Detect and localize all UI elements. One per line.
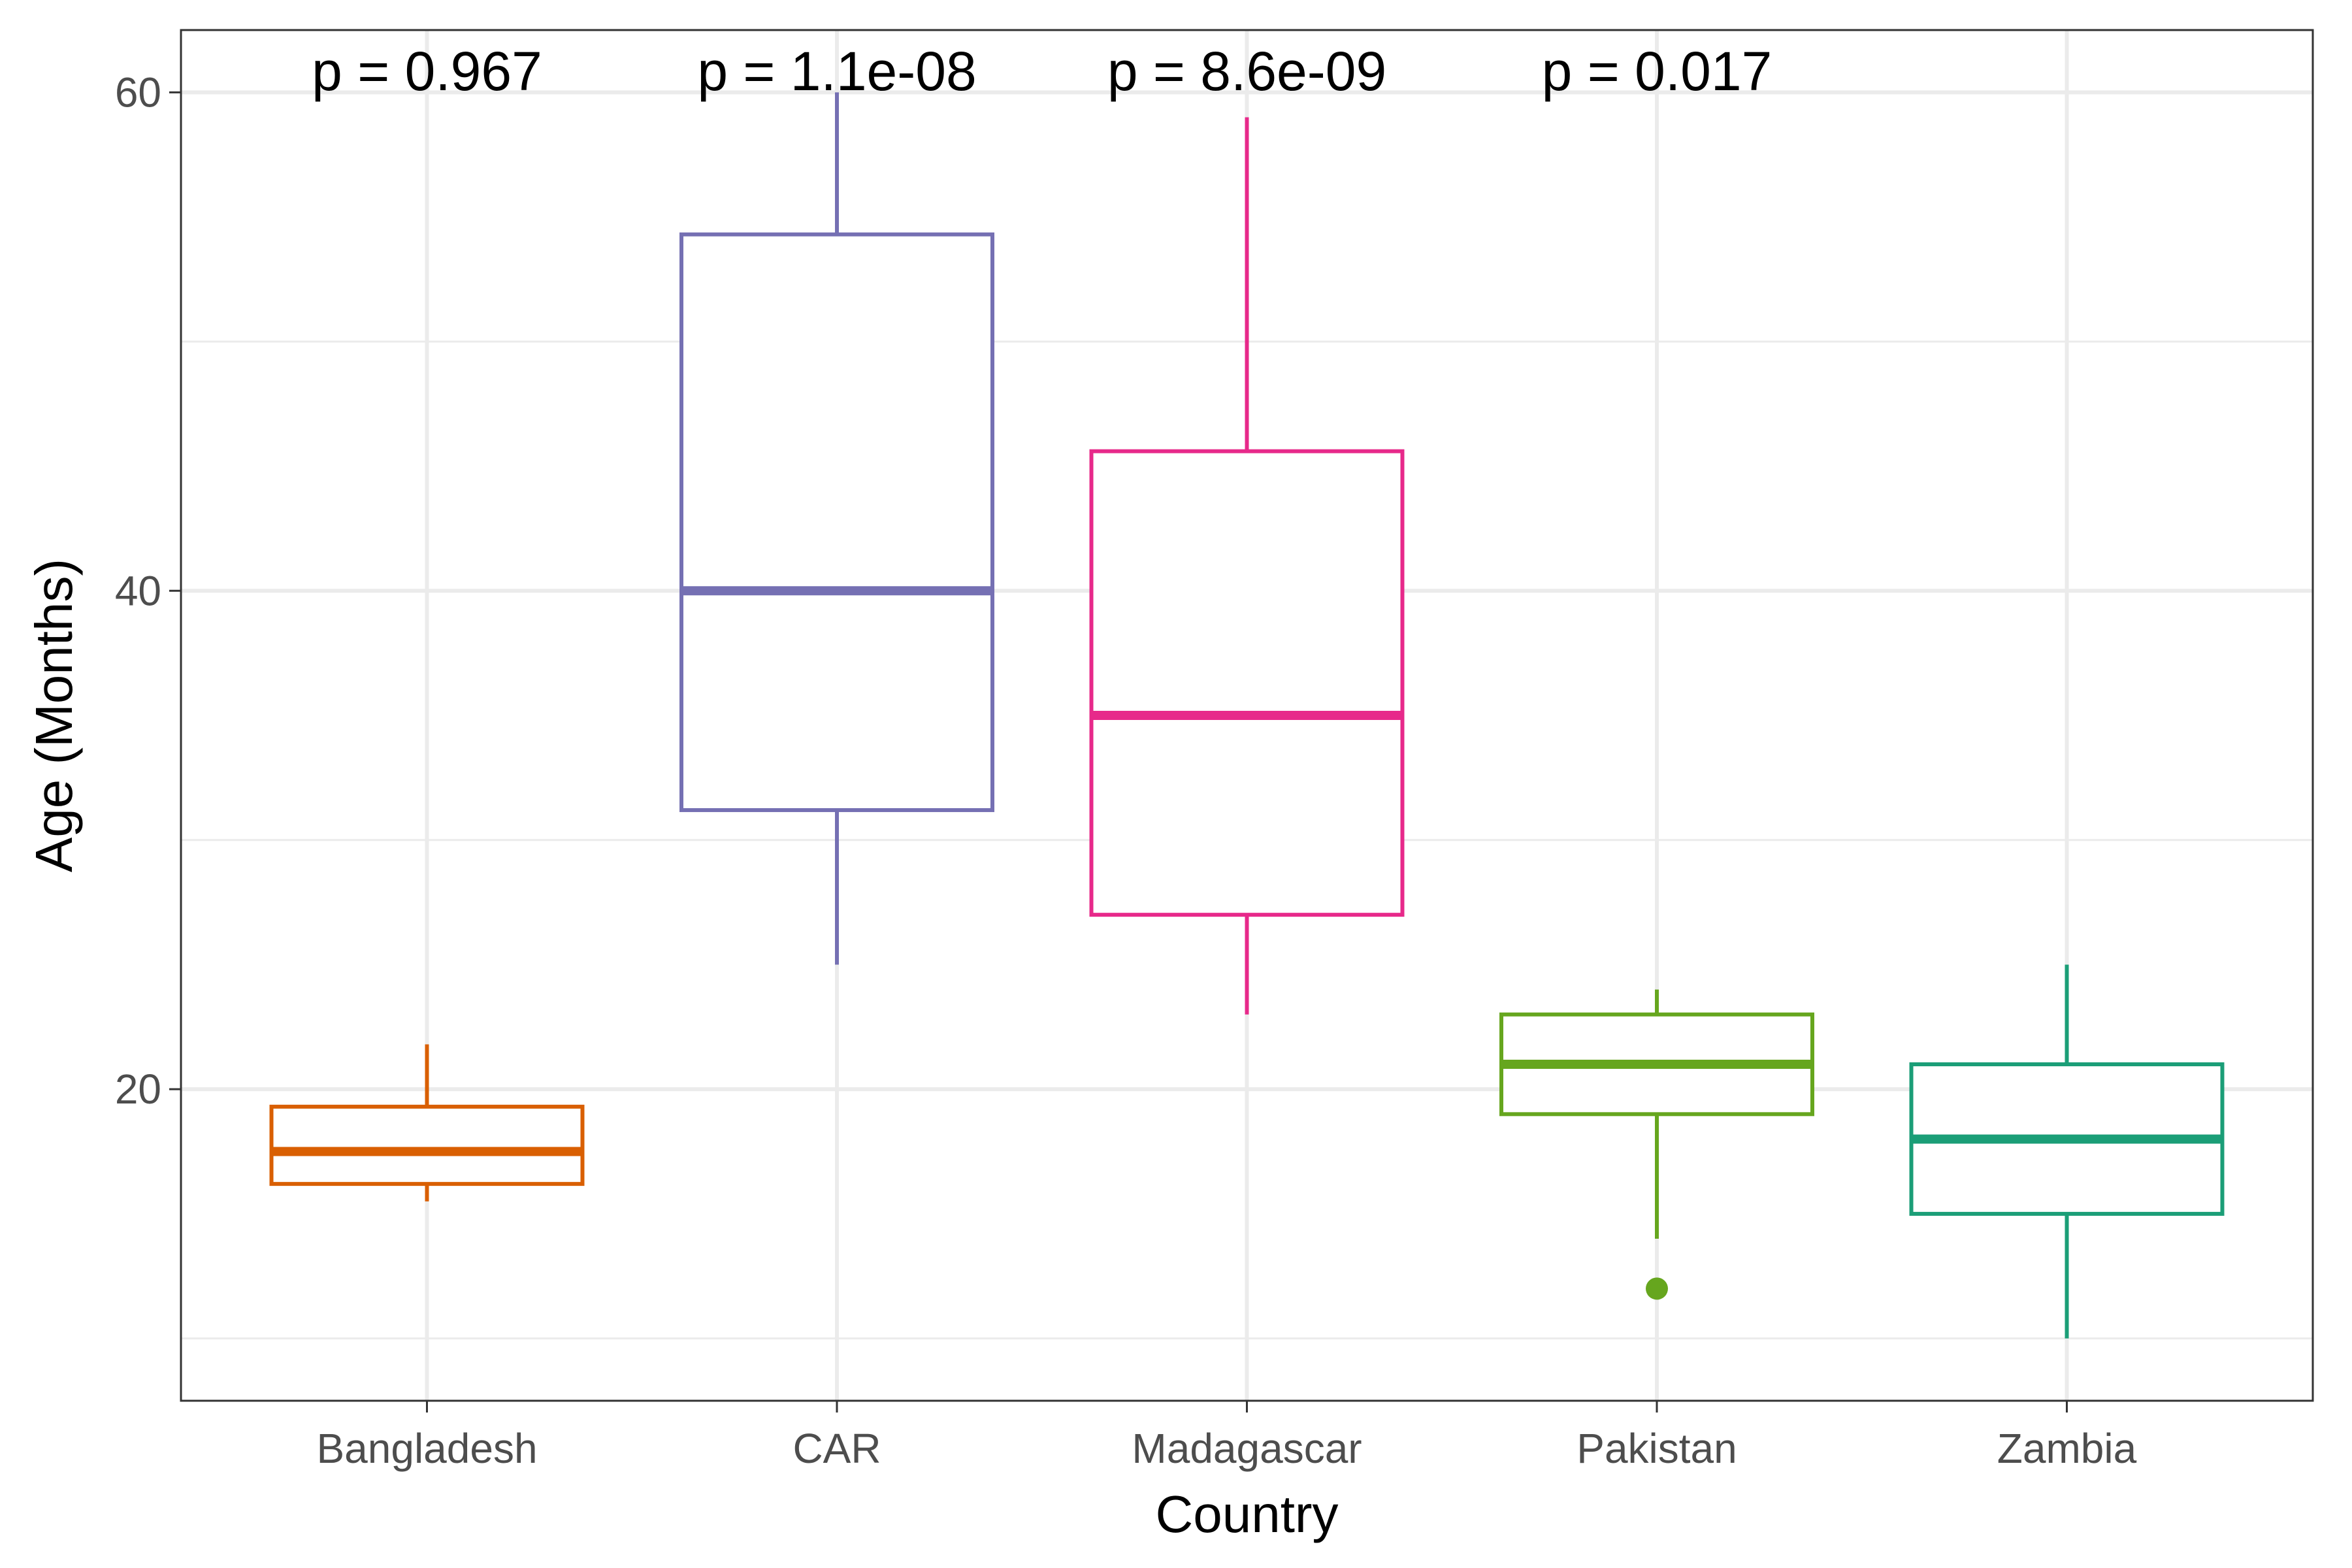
box-iqr xyxy=(679,232,994,812)
box-bangladesh xyxy=(269,1044,585,1201)
box-iqr xyxy=(269,1104,585,1186)
p-value-label: p = 8.6e-09 xyxy=(1107,41,1386,102)
p-value-annotations: p = 0.967 p = 1.1e-08 p = 8.6e-09 p = 0.017 xyxy=(312,41,1772,102)
y-axis-ticks: 20 40 60 xyxy=(115,69,181,1113)
p-value-label: p = 0.967 xyxy=(312,41,542,102)
y-tick-label: 20 xyxy=(115,1066,161,1113)
y-tick-label: 40 xyxy=(115,567,161,614)
box-car xyxy=(679,92,994,965)
box-madagascar xyxy=(1089,117,1405,1015)
x-tick-label: Pakistan xyxy=(1576,1425,1737,1472)
p-value-label: p = 1.1e-08 xyxy=(697,41,976,102)
outlier-point xyxy=(1646,1277,1668,1300)
box-iqr xyxy=(1089,449,1405,917)
p-value-label: p = 0.017 xyxy=(1542,41,1772,102)
box-pakistan xyxy=(1499,989,1814,1300)
boxes xyxy=(269,92,2225,1339)
x-tick-label: Bangladesh xyxy=(316,1425,537,1472)
x-axis-ticks: Bangladesh CAR Madagascar Pakistan Zambia xyxy=(316,1401,2137,1472)
x-tick-label: Madagascar xyxy=(1132,1425,1362,1472)
y-tick-label: 60 xyxy=(115,69,161,116)
y-axis-title: Age (Months) xyxy=(25,559,83,872)
x-tick-label: CAR xyxy=(792,1425,881,1472)
x-axis-title: Country xyxy=(1155,1485,1338,1543)
box-zambia xyxy=(1909,964,2225,1339)
x-tick-label: Zambia xyxy=(1997,1425,2137,1472)
